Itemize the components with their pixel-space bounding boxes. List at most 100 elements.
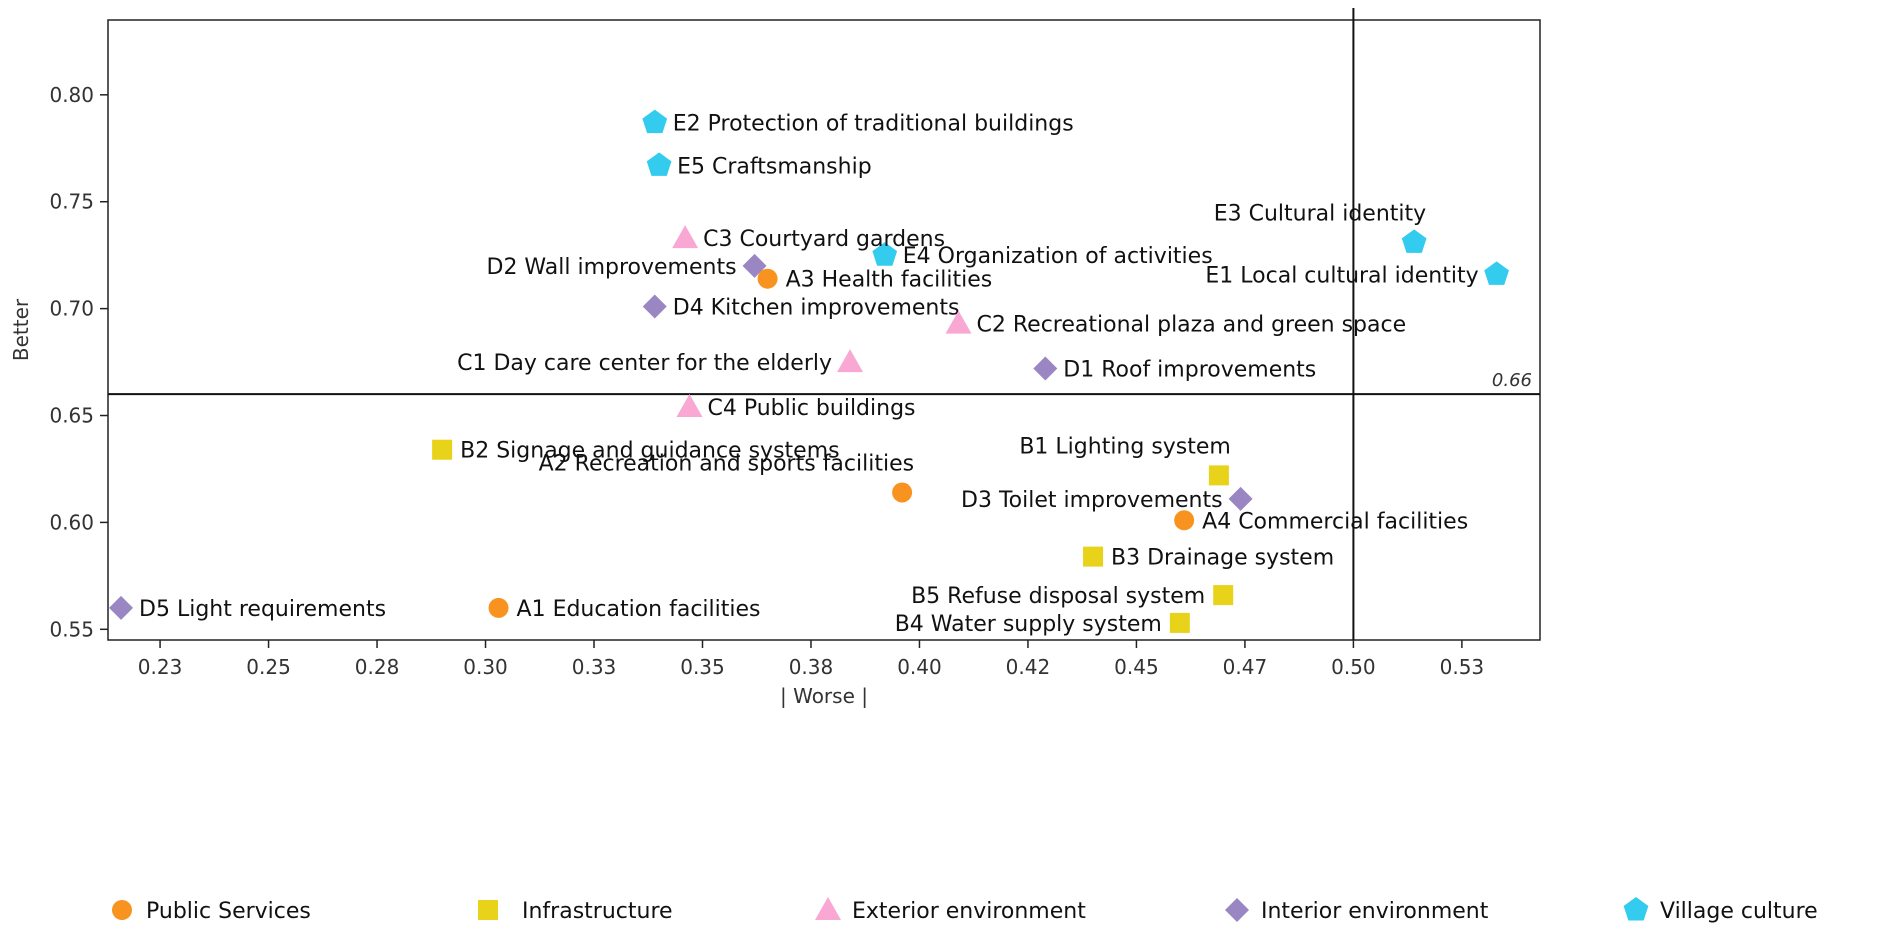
x-tick-label: 0.23 — [138, 655, 183, 679]
point-a1: A1 Education facilities — [488, 597, 761, 622]
plot-frame — [107, 19, 1541, 641]
plot-area — [107, 19, 1541, 641]
x-tick-label: 0.40 — [897, 655, 942, 679]
threshold-y-label: 0.66 — [1492, 370, 1532, 391]
legend: Public Services Infrastructure Exterior en… — [112, 897, 1818, 924]
y-tick-label: 0.80 — [49, 83, 94, 107]
x-tick-label: 0.53 — [1440, 655, 1485, 679]
x-tick-label: 0.42 — [1006, 655, 1051, 679]
label-c2: C2 Recreational plaza and green space — [977, 313, 1407, 338]
point-c3: C3 Courtyard gardens — [672, 225, 945, 252]
marker-d3 — [1228, 486, 1253, 511]
marker-e4 — [872, 242, 898, 266]
label-a1: A1 Education facilities — [517, 597, 761, 622]
legend-label: Public Services — [146, 899, 311, 924]
point-d4: D4 Kitchen improvements — [642, 294, 960, 320]
legend-marker-b — [478, 900, 498, 920]
label-b5: B5 Refuse disposal system — [911, 584, 1205, 609]
label-b2: B2 Signage and guidance systems — [460, 439, 839, 464]
point-a3: A3 Health facilities — [757, 268, 993, 293]
marker-d1 — [1033, 356, 1058, 381]
label-a2: A2 Recreation and sports facilities — [539, 451, 914, 476]
y-tick-label: 0.70 — [49, 297, 94, 321]
marker-a4 — [1174, 510, 1195, 531]
x-tick-label: 0.28 — [355, 655, 400, 679]
marker-c1 — [837, 349, 864, 373]
x-axis-title: | Worse | — [780, 684, 868, 708]
point-e2: E2 Protection of traditional buildings — [642, 109, 1074, 137]
point-e4: E4 Organization of activities — [872, 242, 1213, 269]
x-tick-label: 0.47 — [1223, 655, 1268, 679]
marker-b3 — [1083, 546, 1104, 567]
label-c4: C4 Public buildings — [707, 396, 915, 421]
marker-b2 — [432, 439, 453, 460]
point-b5: B5 Refuse disposal system — [911, 584, 1234, 609]
marker-e2 — [642, 109, 668, 134]
label-e5: E5 Craftsmanship — [677, 154, 872, 179]
marker-b4 — [1169, 612, 1190, 633]
label-b4: B4 Water supply system — [895, 612, 1162, 637]
legend-marker-c — [815, 897, 841, 920]
legend-marker-d — [1225, 898, 1249, 922]
threshold-lines — [108, 8, 1540, 640]
label-e2: E2 Protection of traditional buildings — [673, 112, 1074, 137]
legend-label: Village culture — [1660, 899, 1818, 924]
label-c3: C3 Courtyard gardens — [703, 227, 945, 252]
y-tick-label: 0.65 — [49, 404, 94, 428]
point-b4: B4 Water supply system — [895, 612, 1190, 637]
legend-item-d: Interior environment — [1225, 898, 1489, 924]
label-e4: E4 Organization of activities — [903, 244, 1213, 269]
marker-b5 — [1213, 585, 1234, 606]
point-a2: A2 Recreation and sports facilities — [539, 451, 914, 503]
point-c2: C2 Recreational plaza and green space — [945, 310, 1407, 338]
label-d1: D1 Roof improvements — [1063, 357, 1316, 382]
label-d3: D3 Toilet improvements — [961, 488, 1223, 513]
x-tick-label: 0.33 — [572, 655, 617, 679]
point-c1: C1 Day care center for the elderly — [457, 349, 864, 376]
legend-label: Exterior environment — [852, 899, 1086, 924]
legend-marker-e — [1623, 897, 1649, 921]
marker-c3 — [672, 225, 699, 249]
x-tick-label: 0.50 — [1331, 655, 1376, 679]
label-b1: B1 Lighting system — [1019, 434, 1231, 459]
marker-c4 — [676, 393, 703, 417]
point-e1: E1 Local cultural identity — [1205, 261, 1509, 288]
legend-item-a: Public Services — [112, 899, 311, 924]
y-axis-title: Better — [9, 298, 33, 361]
label-e3: E3 Cultural identity — [1214, 201, 1426, 226]
x-tick-label: 0.35 — [680, 655, 725, 679]
y-tick-label: 0.75 — [49, 190, 94, 214]
label-c1: C1 Day care center for the elderly — [457, 351, 832, 376]
legend-item-b: Infrastructure — [478, 899, 673, 924]
point-a4: A4 Commercial facilities — [1174, 509, 1468, 534]
marker-b1 — [1208, 465, 1229, 486]
label-b3: B3 Drainage system — [1111, 546, 1334, 571]
label-d2: D2 Wall improvements — [487, 255, 737, 280]
legend-marker-a — [112, 900, 132, 920]
marker-d4 — [642, 294, 667, 319]
point-b1: B1 Lighting system — [1019, 434, 1231, 486]
y-tick-label: 0.55 — [49, 617, 94, 641]
axis-ticks: 0.55 0.60 0.65 0.70 0.75 0.80 0.23 0.25 0.28 0.30… — [49, 83, 1484, 679]
label-d5: D5 Light requirements — [139, 597, 386, 622]
point-d3: D3 Toilet improvements — [961, 486, 1253, 513]
legend-label: Interior environment — [1261, 899, 1489, 924]
point-e3: E3 Cultural identity — [1214, 201, 1427, 253]
x-tick-label: 0.38 — [789, 655, 834, 679]
point-b3: B3 Drainage system — [1083, 546, 1334, 571]
point-d5: D5 Light requirements — [109, 595, 386, 622]
point-d2: D2 Wall improvements — [487, 253, 767, 280]
label-e1: E1 Local cultural identity — [1205, 263, 1478, 288]
legend-item-c: Exterior environment — [815, 897, 1086, 924]
legend-label: Infrastructure — [522, 899, 673, 924]
label-d4: D4 Kitchen improvements — [673, 295, 960, 320]
x-tick-label: 0.25 — [246, 655, 291, 679]
marker-c2 — [945, 310, 972, 334]
label-a4: A4 Commercial facilities — [1202, 509, 1468, 534]
x-tick-label: 0.30 — [463, 655, 508, 679]
label-a3: A3 Health facilities — [786, 268, 993, 293]
data-points: E2 Protection of traditional buildings E5… — [109, 109, 1509, 637]
marker-e3 — [1401, 229, 1427, 253]
point-c4: C4 Public buildings — [676, 393, 916, 421]
